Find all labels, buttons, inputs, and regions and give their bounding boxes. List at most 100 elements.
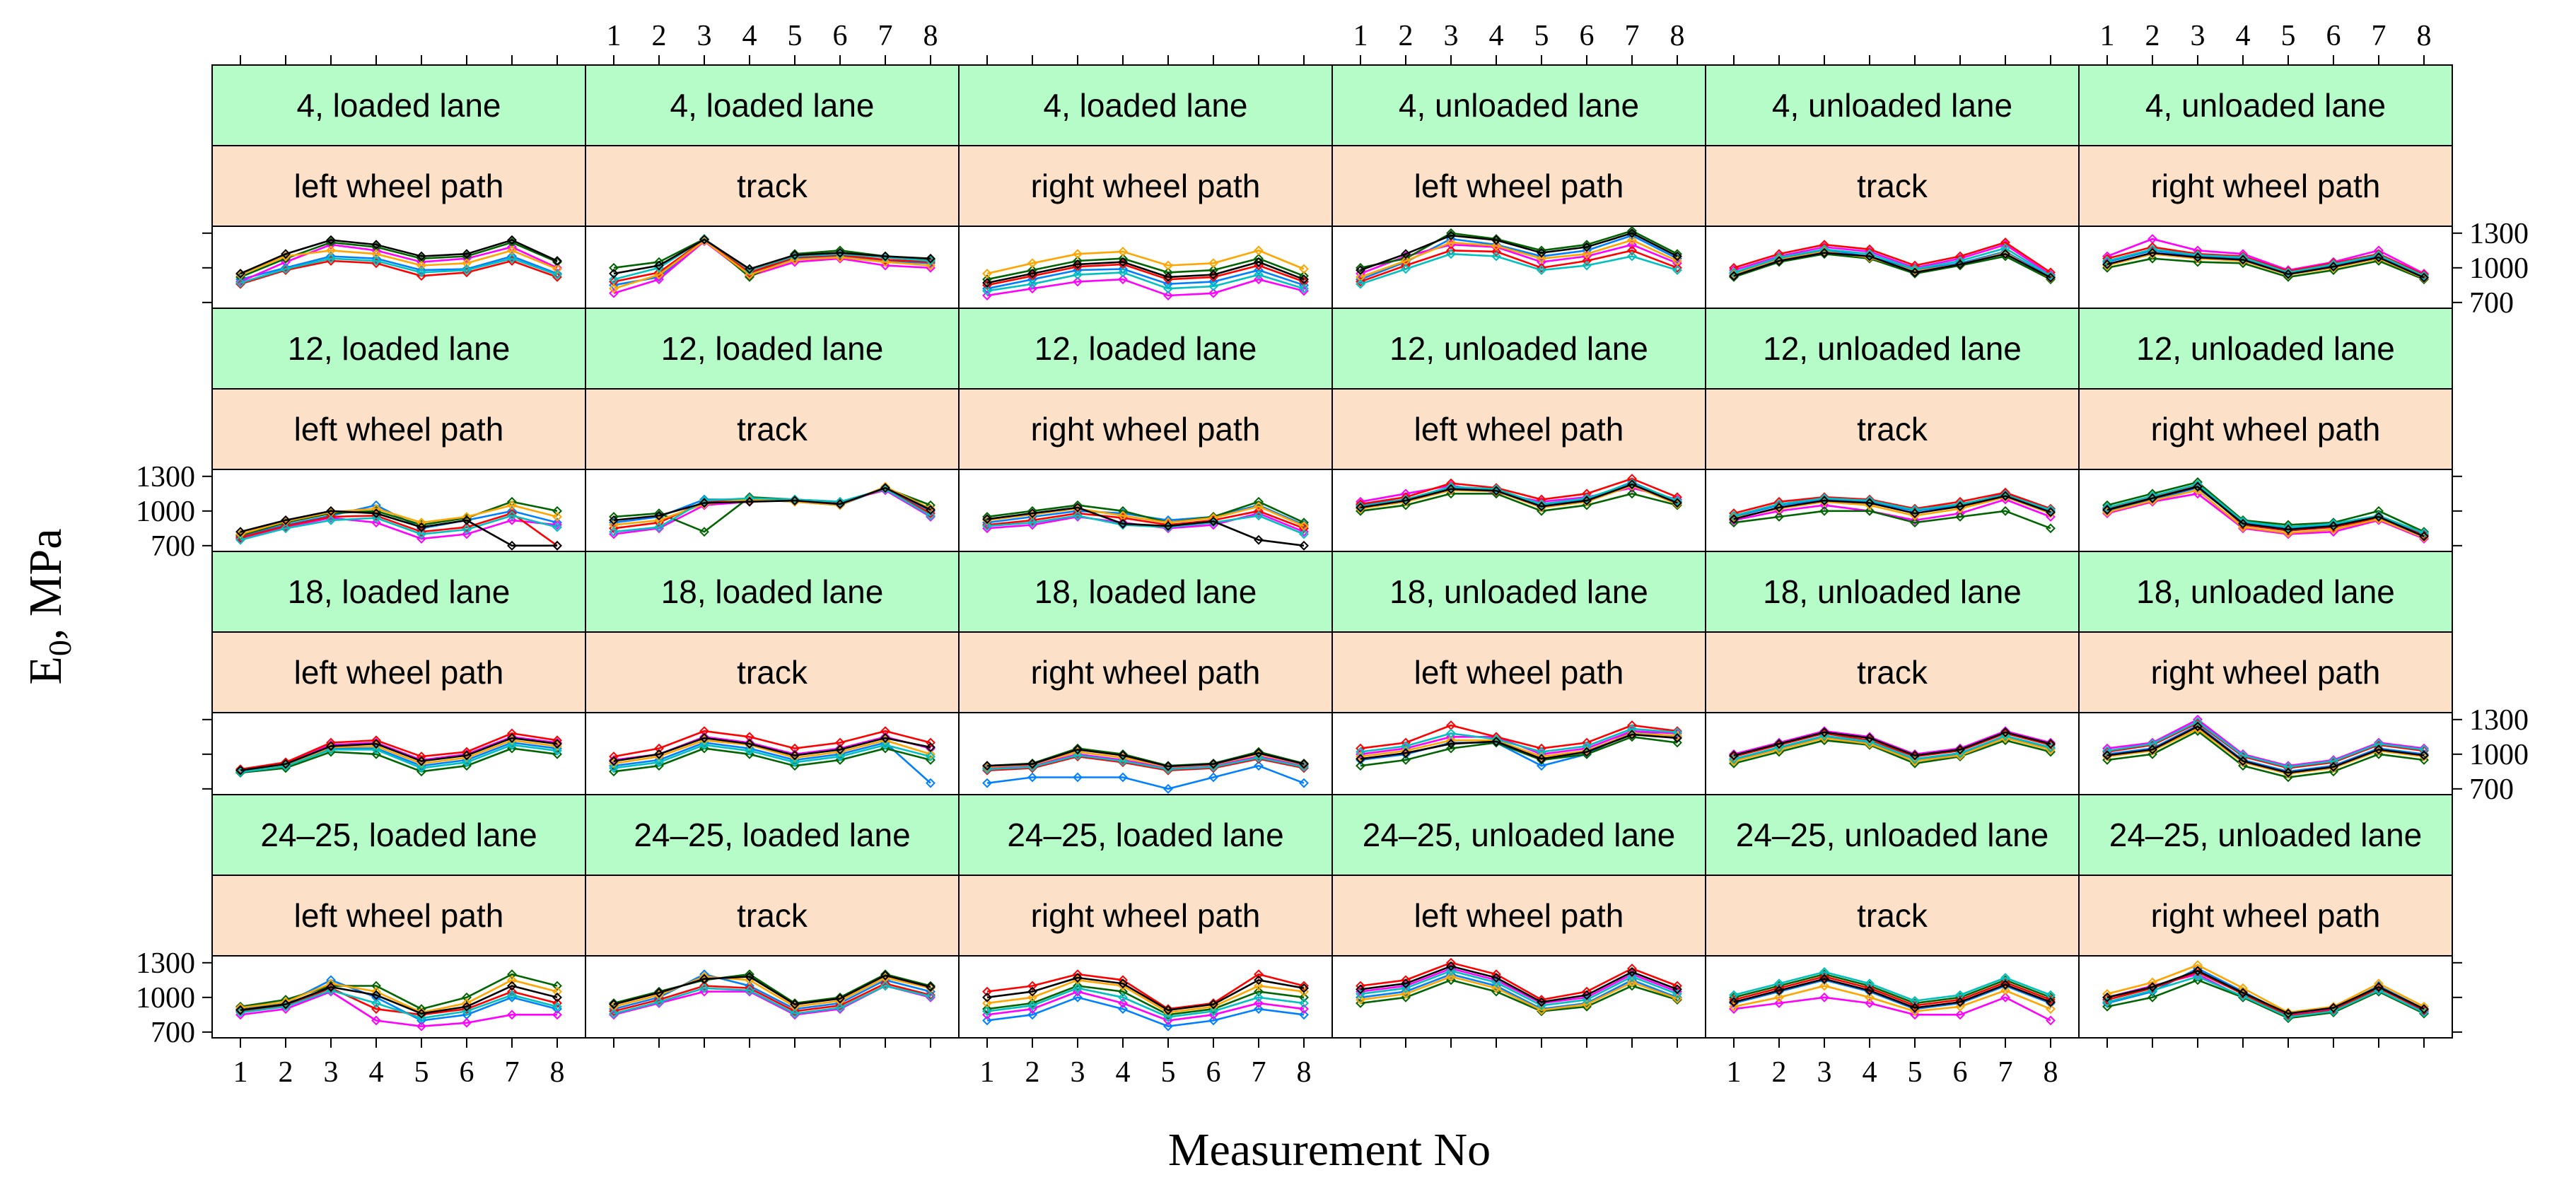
data-point bbox=[926, 990, 936, 1000]
data-point bbox=[1627, 478, 1637, 489]
data-point bbox=[2102, 259, 2112, 269]
series-line bbox=[1733, 973, 2051, 1005]
strip-bottom-label: right wheel path bbox=[2151, 654, 2381, 691]
data-point bbox=[416, 1013, 426, 1024]
data-point bbox=[745, 969, 754, 980]
data-point bbox=[745, 739, 754, 749]
data-point bbox=[507, 990, 517, 1000]
data-point bbox=[2374, 250, 2384, 260]
data-point bbox=[2147, 739, 2157, 749]
strip-bottom bbox=[1331, 145, 1706, 227]
data-point bbox=[2419, 271, 2429, 281]
series-line bbox=[1360, 482, 1678, 508]
data-point bbox=[699, 739, 709, 750]
data-point bbox=[1401, 989, 1411, 999]
data-point bbox=[790, 757, 800, 768]
series-line bbox=[2106, 484, 2425, 537]
data-point bbox=[699, 498, 709, 508]
series-line bbox=[1733, 491, 2051, 515]
data-point bbox=[552, 520, 562, 530]
data-point bbox=[507, 981, 517, 991]
data-point bbox=[880, 483, 890, 493]
x-tick-label-top: 6 bbox=[833, 20, 848, 52]
strip-bottom-label: left wheel path bbox=[294, 168, 504, 204]
strip-bottom-label: left wheel path bbox=[294, 411, 504, 448]
data-point bbox=[2046, 523, 2056, 534]
data-point bbox=[982, 778, 992, 788]
strip-top-label: 4, unloaded lane bbox=[1399, 87, 1639, 124]
strip-top-label: 4, loaded lane bbox=[1043, 87, 1247, 124]
data-point bbox=[552, 735, 562, 746]
data-point bbox=[2102, 1001, 2112, 1012]
series-line bbox=[1360, 232, 1678, 271]
data-point bbox=[326, 515, 336, 525]
series-line bbox=[986, 748, 1305, 768]
data-point bbox=[880, 978, 890, 989]
x-tick-label-top: 6 bbox=[2326, 20, 2341, 52]
series-line bbox=[1733, 735, 2051, 760]
data-point bbox=[745, 986, 754, 995]
data-point bbox=[982, 986, 992, 997]
y-axis-title-rest: , MPa bbox=[20, 528, 71, 640]
series-line bbox=[986, 987, 1305, 1018]
series-line bbox=[1733, 241, 2051, 274]
data-point bbox=[371, 1004, 381, 1014]
data-point bbox=[2283, 267, 2293, 278]
strip-bottom-label: track bbox=[1857, 897, 1928, 934]
data-point bbox=[1299, 981, 1309, 991]
data-point bbox=[552, 256, 562, 266]
data-point bbox=[1118, 986, 1128, 997]
strip-top bbox=[585, 308, 960, 390]
data-point bbox=[507, 500, 517, 510]
series-line bbox=[613, 744, 931, 769]
strip-top-label: 12, unloaded lane bbox=[2136, 330, 2395, 367]
series-line bbox=[613, 730, 931, 758]
strip-top-label: 24–25, unloaded lane bbox=[1736, 817, 2049, 853]
data-point bbox=[1208, 1015, 1218, 1026]
data-point bbox=[982, 278, 992, 288]
series-line bbox=[2106, 483, 2425, 534]
strip-bottom bbox=[958, 145, 1333, 227]
x-tick-label-top: 5 bbox=[788, 20, 803, 52]
x-tick-label-top: 7 bbox=[878, 20, 893, 52]
data-point bbox=[1163, 1005, 1173, 1015]
data-point bbox=[1627, 730, 1637, 739]
strip-bottom bbox=[211, 388, 586, 470]
strip-top-label: 18, unloaded lane bbox=[2136, 573, 2395, 610]
data-point bbox=[1955, 501, 1965, 512]
data-point bbox=[1299, 992, 1309, 1002]
series-line bbox=[1360, 965, 1678, 1003]
strip-bottom-label: left wheel path bbox=[1414, 168, 1624, 204]
data-point bbox=[2238, 518, 2248, 529]
strip-top-label: 12, unloaded lane bbox=[1763, 330, 2022, 367]
data-point bbox=[1865, 498, 1875, 508]
x-tick-label-bottom: 4 bbox=[369, 1056, 384, 1089]
data-point bbox=[1774, 512, 1784, 522]
strip-top bbox=[1705, 308, 2080, 390]
data-point bbox=[2046, 995, 2056, 1005]
data-point bbox=[2046, 739, 2056, 749]
strip-top bbox=[2078, 551, 2453, 633]
data-point bbox=[982, 992, 992, 1002]
series-line bbox=[1360, 249, 1678, 283]
data-point bbox=[1299, 759, 1309, 769]
data-point bbox=[654, 510, 664, 521]
data-point bbox=[281, 521, 291, 531]
data-point bbox=[1774, 998, 1784, 1008]
data-point bbox=[1299, 271, 1309, 281]
series-line bbox=[1733, 495, 2051, 520]
data-point bbox=[416, 1007, 426, 1017]
data-point bbox=[1208, 288, 1218, 298]
data-point bbox=[552, 992, 562, 1002]
series-line bbox=[1360, 973, 1678, 1010]
data-point bbox=[1537, 501, 1546, 512]
data-point bbox=[926, 981, 936, 991]
data-point bbox=[1299, 274, 1309, 285]
data-point bbox=[1491, 240, 1501, 251]
data-point bbox=[507, 739, 517, 750]
data-point bbox=[2419, 744, 2429, 755]
data-point bbox=[507, 515, 517, 525]
data-point bbox=[982, 514, 992, 525]
data-point bbox=[1491, 977, 1501, 988]
series-line bbox=[240, 249, 558, 276]
